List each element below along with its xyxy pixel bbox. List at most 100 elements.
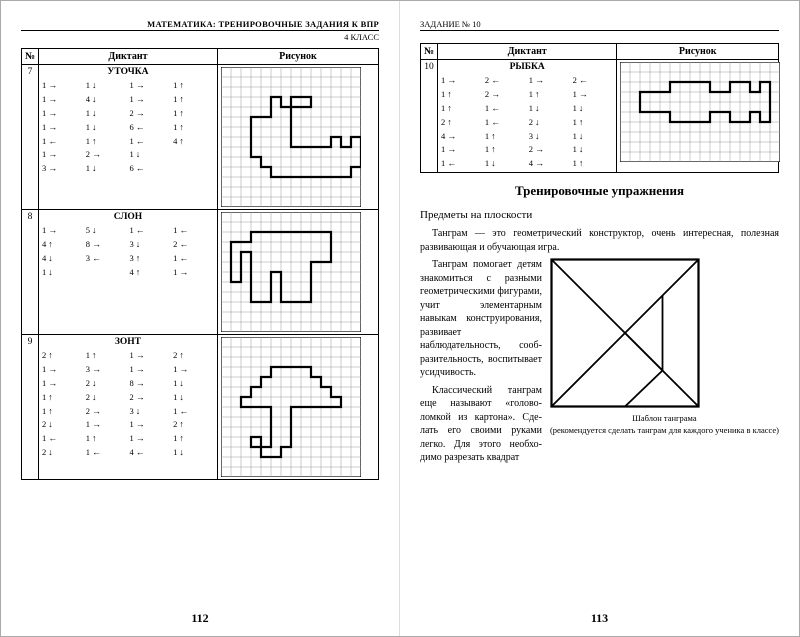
dictant-step: 1→ <box>42 148 83 161</box>
dictant-step: 2↓ <box>86 391 127 404</box>
dictant-cell: ЗОНТ 2↑1↑1→2↑1→3→1→1→1→2↓8→1↓1↑2↓2→1↓1↑2… <box>39 335 218 480</box>
dictant-step: 1↓ <box>86 107 127 120</box>
dictant-step: 1→ <box>42 121 83 134</box>
dictant-step: 2↓ <box>42 418 83 431</box>
header-line2: 4 КЛАСС <box>21 32 379 42</box>
dictant-step: 1↑ <box>573 116 614 129</box>
dictant-steps: 2↑1↑1→2↑1→3→1→1→1→2↓8→1↓1↑2↓2→1↓1↑2→3↓1←… <box>42 349 214 459</box>
dictant-step: 2→ <box>529 143 570 156</box>
dictant-step: 1↓ <box>173 377 214 390</box>
dictant-step: 4→ <box>529 157 570 170</box>
dictant-step: 4↑ <box>42 238 83 251</box>
dictant-step: 1↓ <box>86 121 127 134</box>
dictant-title: УТОЧКА <box>42 67 214 77</box>
dictant-step: 1↓ <box>173 446 214 459</box>
dictant-step: 6← <box>129 162 170 175</box>
dictant-step: 4↓ <box>86 93 127 106</box>
tangram-caption-2: (рекомендуется сделать танграм для каждо… <box>550 425 779 435</box>
dictant-step: 2→ <box>129 107 170 120</box>
table-header-row: № Диктант Рисунок <box>22 49 379 65</box>
dictant-step: 1→ <box>173 266 214 279</box>
dictant-step: 2↑ <box>173 349 214 362</box>
row-number: 7 <box>22 65 39 210</box>
dictant-step: 1← <box>42 135 83 148</box>
drawing-cell <box>617 60 779 173</box>
table-row: 8 СЛОН 1→5↓1←1←4↑8→3↓2←4↓3←3↑1←1↓4↑1→ <box>22 210 379 335</box>
dictant-step: 1↑ <box>86 432 127 445</box>
dictant-step: 1→ <box>529 74 570 87</box>
dictant-step: 1↑ <box>86 135 127 148</box>
row-number: 8 <box>22 210 39 335</box>
dictant-step: 1↓ <box>86 162 127 175</box>
dictant-step: 1↓ <box>573 102 614 115</box>
dictant-step: 1↑ <box>173 107 214 120</box>
dictant-cell: СЛОН 1→5↓1←1←4↑8→3↓2←4↓3←3↑1←1↓4↑1→ <box>39 210 218 335</box>
book-spread: МАТЕМАТИКА: ТРЕНИРОВОЧНЫЕ ЗАДАНИЯ К ВПР … <box>0 0 800 637</box>
col-dictant: Диктант <box>438 44 617 60</box>
dictant-step: 6← <box>129 121 170 134</box>
dictant-step: 4↑ <box>129 266 170 279</box>
dictant-title: ЗОНТ <box>42 337 214 347</box>
dictant-step: 1→ <box>42 107 83 120</box>
dictant-step: 4← <box>129 446 170 459</box>
dictant-step: 2↓ <box>86 377 127 390</box>
dictant-step: 1→ <box>173 363 214 376</box>
dictant-step: 1↓ <box>485 157 526 170</box>
table-row: 10 РЫБКА 1→2←1→2←1↑2→1↑1→1↑1←1↓1↓2↑1←2↓1… <box>421 60 779 173</box>
dictant-step: 1↑ <box>173 93 214 106</box>
dictant-step: 4↓ <box>42 252 83 265</box>
tangram-figure: Шаблон танграма (рекомендуется сделать т… <box>550 258 779 469</box>
dictant-step: 1→ <box>441 143 482 156</box>
dictant-step: 1→ <box>86 418 127 431</box>
drawing-cell <box>217 65 378 210</box>
row-number: 9 <box>22 335 39 480</box>
col-drawing: Рисунок <box>217 49 378 65</box>
intro-paragraph: Танграм — это геометрический конструктор… <box>420 227 779 258</box>
dictant-step: 1↑ <box>42 391 83 404</box>
tangram-caption-1: Шаблон танграма <box>550 413 779 423</box>
dictant-step: 2← <box>173 238 214 251</box>
dictant-step: 1↓ <box>42 266 83 279</box>
dictant-step: 1→ <box>42 377 83 390</box>
dictant-step: 8→ <box>129 377 170 390</box>
dictant-step: 2→ <box>129 391 170 404</box>
dictant-step: 1↑ <box>485 130 526 143</box>
dictant-step: 4↑ <box>173 135 214 148</box>
dictant-step: 1→ <box>129 79 170 92</box>
dictant-step: 1↑ <box>441 88 482 101</box>
dictant-step: 1→ <box>441 74 482 87</box>
subsection-title: Предметы на плоскости <box>420 209 779 221</box>
dictant-step: 2↓ <box>529 116 570 129</box>
dictant-step: 1→ <box>42 93 83 106</box>
dictant-step: 1→ <box>129 363 170 376</box>
dictant-step: 1↓ <box>573 130 614 143</box>
dictant-step: 1→ <box>42 363 83 376</box>
dictant-step: 1← <box>441 157 482 170</box>
dictant-steps: 1→5↓1←1←4↑8→3↓2←4↓3←3↑1←1↓4↑1→ <box>42 224 214 279</box>
dictant-title: РЫБКА <box>441 62 613 72</box>
col-number: № <box>421 44 438 60</box>
dictant-cell: РЫБКА 1→2←1→2←1↑2→1↑1→1↑1←1↓1↓2↑1←2↓1↑4→… <box>438 60 617 173</box>
dictant-steps: 1→1↓1→1↑1→4↓1→1↑1→1↓2→1↑1→1↓6←1↑1←1↑1←4↑… <box>42 79 214 175</box>
dictant-step: 5↓ <box>86 224 127 237</box>
dictant-step: 2← <box>573 74 614 87</box>
dictant-step: 1← <box>173 252 214 265</box>
para2: Классический танграм еще называют «голов… <box>420 384 542 465</box>
drawing-cell <box>217 335 378 480</box>
dictant-step: 1← <box>86 446 127 459</box>
dictant-step: 3↓ <box>129 238 170 251</box>
text-with-figure: Танграм помогает детям знакомиться с раз… <box>420 258 779 469</box>
tangram-svg <box>550 258 700 408</box>
dictant-step: 1← <box>485 102 526 115</box>
dictant-step: 2← <box>485 74 526 87</box>
dictant-step: 1→ <box>129 418 170 431</box>
dictant-step: 4→ <box>441 130 482 143</box>
dictant-table-right: № Диктант Рисунок 10 РЫБКА 1→2←1→2←1↑2→1… <box>420 43 779 173</box>
dictant-step: 1↑ <box>42 405 83 418</box>
dictant-step: 1← <box>129 224 170 237</box>
dictant-step: 1↑ <box>173 79 214 92</box>
para-intro: Танграм — это геометрический конструктор… <box>420 227 779 254</box>
dictant-step: 3→ <box>86 363 127 376</box>
dictant-step: 1← <box>42 432 83 445</box>
dictant-step: 1↑ <box>441 102 482 115</box>
